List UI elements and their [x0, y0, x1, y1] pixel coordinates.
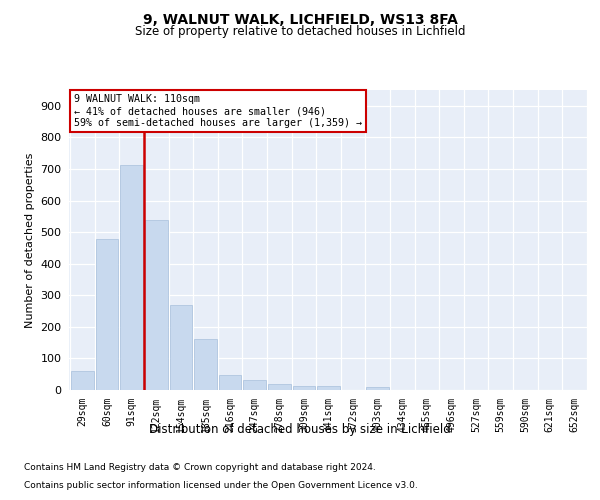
Text: Contains HM Land Registry data © Crown copyright and database right 2024.: Contains HM Land Registry data © Crown c… — [24, 464, 376, 472]
Bar — [293, 386, 315, 390]
Bar — [170, 306, 192, 390]
Bar — [317, 386, 340, 390]
Bar — [367, 386, 389, 390]
Text: Size of property relative to detached houses in Lichfield: Size of property relative to detached ho… — [135, 25, 465, 38]
Text: Distribution of detached houses by size in Lichfield: Distribution of detached houses by size … — [149, 422, 451, 436]
Bar — [244, 380, 266, 390]
Bar — [219, 376, 241, 390]
Y-axis label: Number of detached properties: Number of detached properties — [25, 152, 35, 328]
Text: 9 WALNUT WALK: 110sqm
← 41% of detached houses are smaller (946)
59% of semi-det: 9 WALNUT WALK: 110sqm ← 41% of detached … — [74, 94, 362, 128]
Bar — [145, 220, 167, 390]
Bar — [194, 338, 217, 390]
Bar — [268, 384, 290, 390]
Bar — [71, 371, 94, 390]
Text: 9, WALNUT WALK, LICHFIELD, WS13 8FA: 9, WALNUT WALK, LICHFIELD, WS13 8FA — [143, 12, 457, 26]
Text: Contains public sector information licensed under the Open Government Licence v3: Contains public sector information licen… — [24, 481, 418, 490]
Bar — [121, 165, 143, 390]
Bar — [96, 239, 118, 390]
